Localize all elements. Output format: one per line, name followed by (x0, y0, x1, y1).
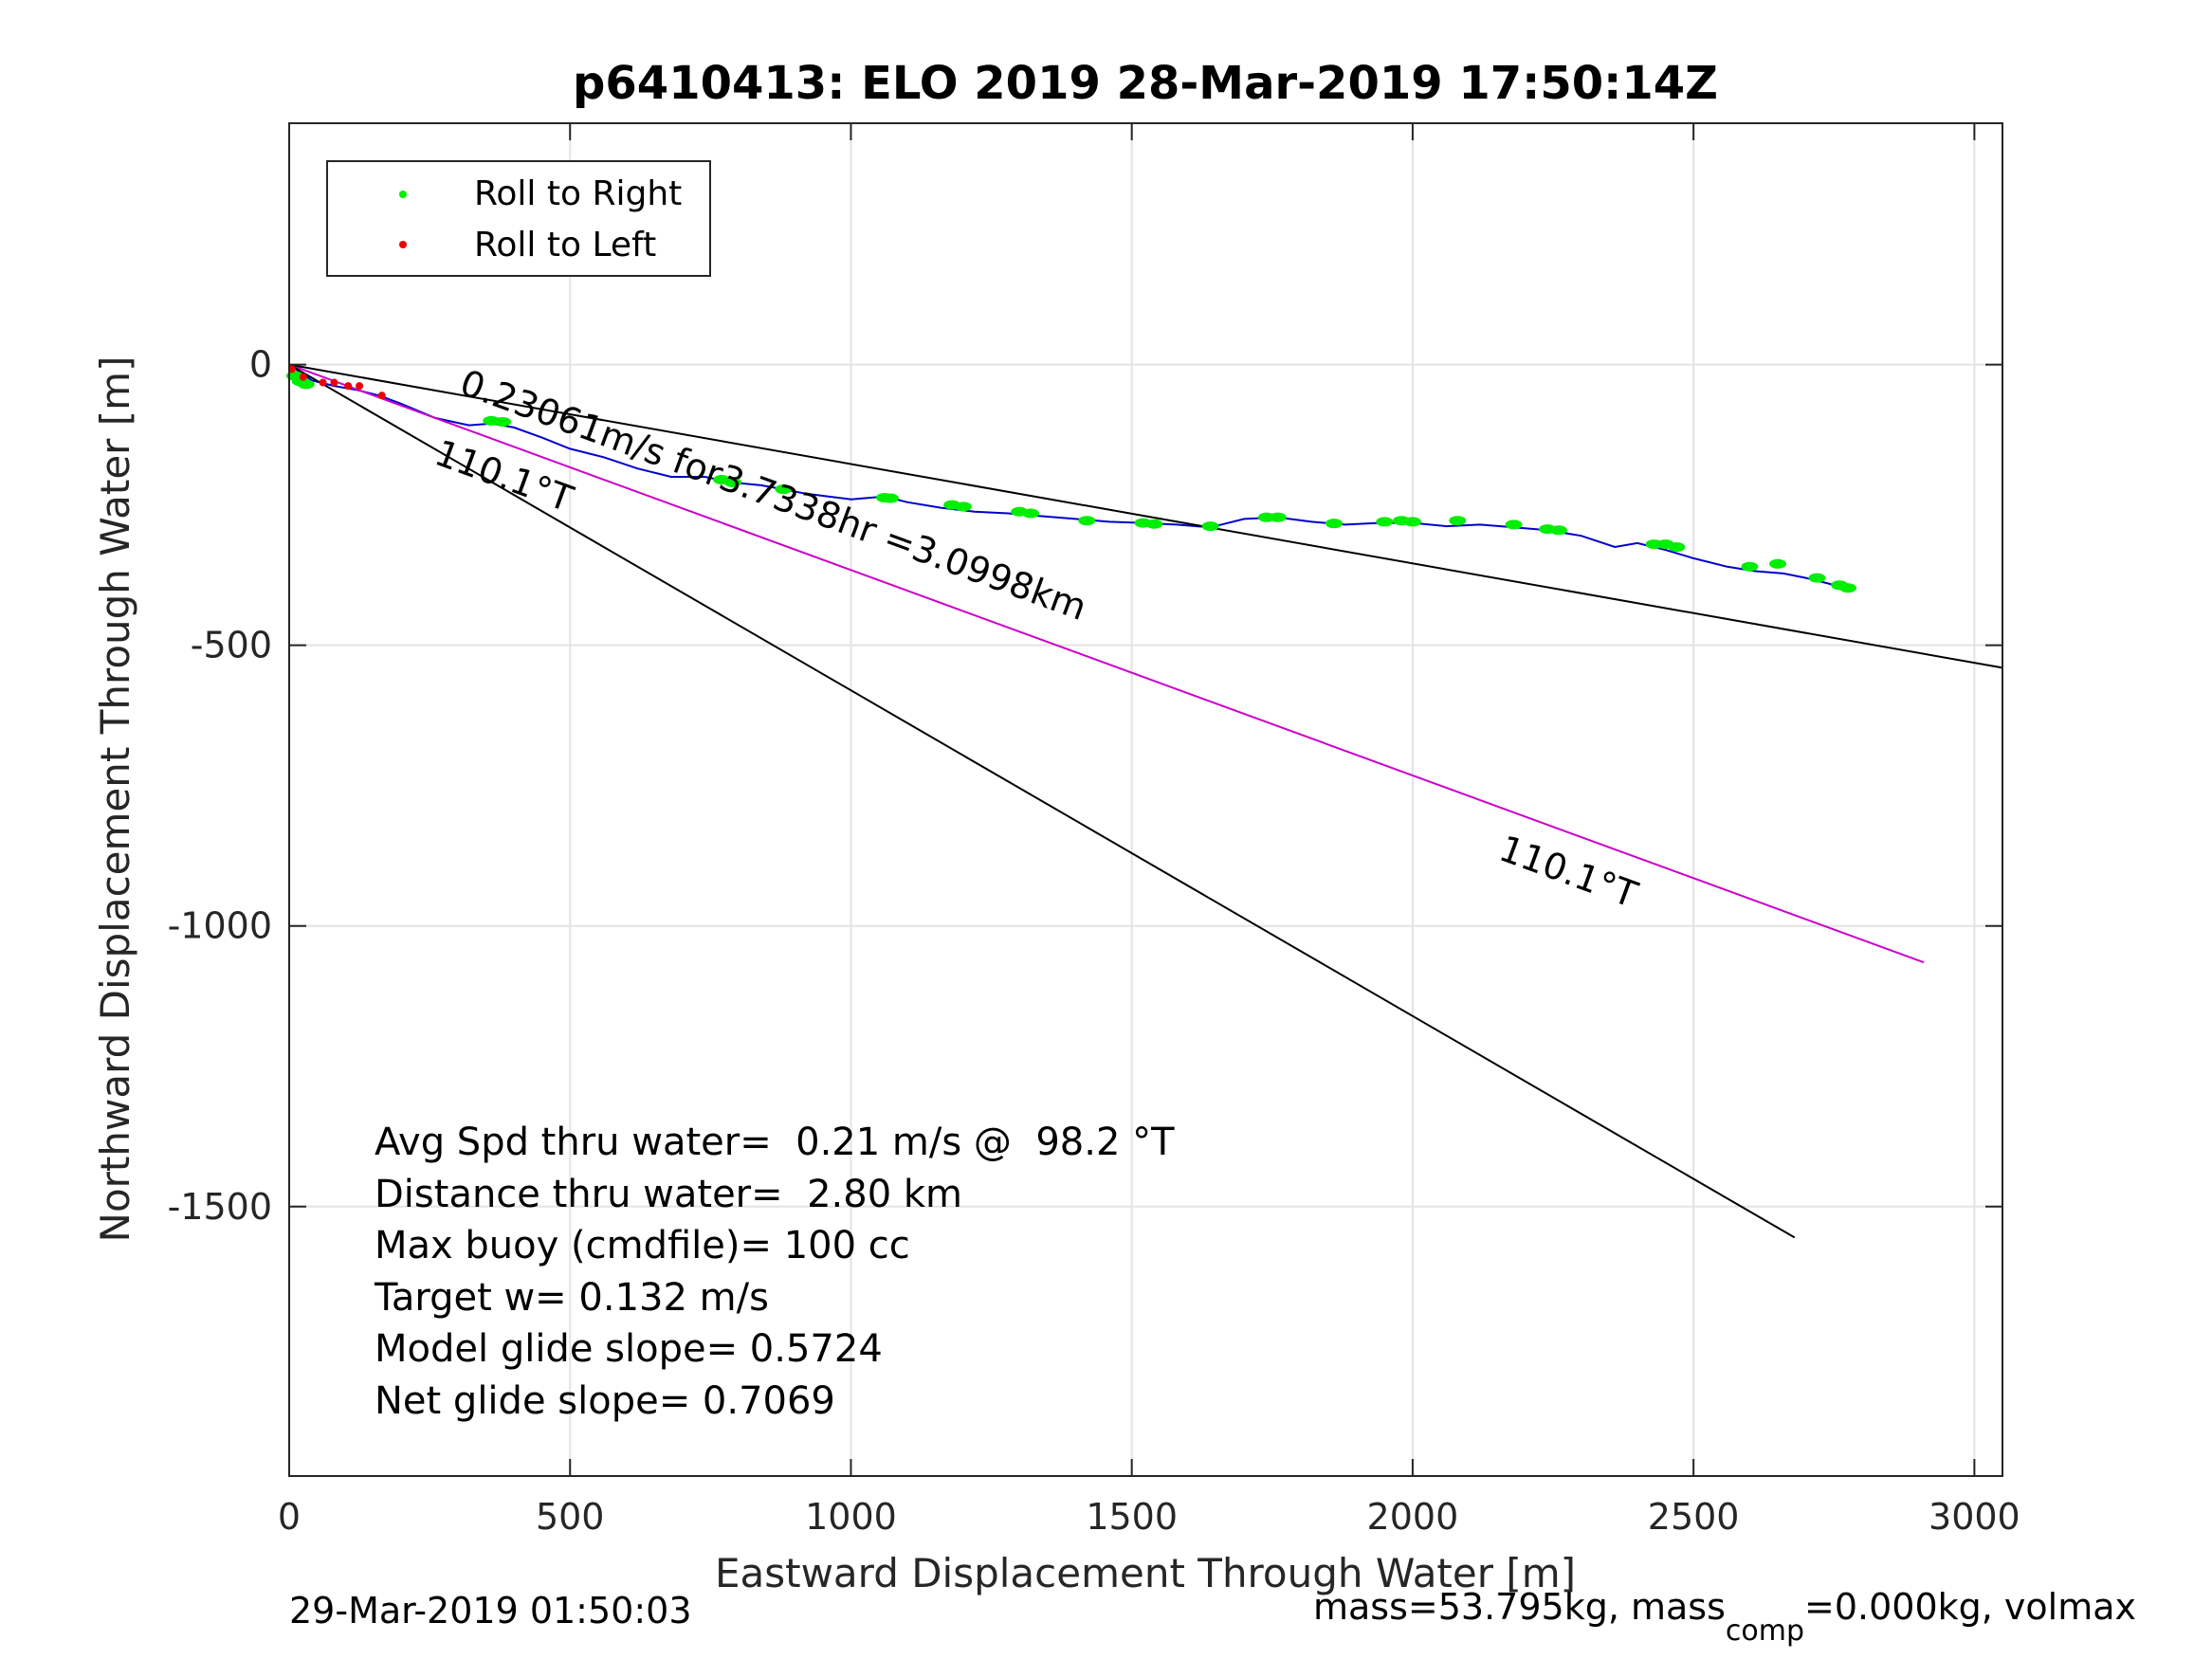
series-layer (288, 363, 2003, 1239)
x-tick-label: 0 (278, 1496, 301, 1538)
roll-left-point (319, 378, 327, 387)
y-tick-label: -500 (191, 625, 272, 666)
x-tick-label: 1000 (805, 1496, 897, 1538)
roll-right-point (1022, 508, 1040, 519)
x-tick-label: 3000 (1929, 1496, 2020, 1538)
footer-mass-sub: comp (1726, 1614, 1804, 1648)
roll-right-point (1078, 516, 1096, 526)
roll-right-point (775, 484, 793, 495)
roll-right-point (1201, 521, 1219, 532)
y-tick-label: -1500 (168, 1186, 272, 1228)
roll-left-point (377, 392, 386, 400)
stat-target-w: Target w= 0.132 m/s (374, 1276, 769, 1320)
footer-mass-part1: mass=53.795kg, mass (1313, 1586, 1726, 1628)
y-tick-label: -1000 (168, 905, 272, 947)
y-axis-label: Northward Displacement Through Water [m] (92, 356, 138, 1243)
roll-right-point (1145, 519, 1163, 529)
x-axis-label: Eastward Displacement Through Water [m] (715, 1550, 1576, 1596)
stat-distance: Distance thru water= 2.80 km (375, 1173, 962, 1216)
roll-right-point (1549, 525, 1567, 536)
y-tick-label: 0 (249, 344, 272, 386)
roll-right-point (1505, 520, 1523, 530)
roll-right-point (1376, 517, 1394, 527)
heading-line (288, 363, 1925, 964)
roll-right-point (494, 417, 512, 428)
x-tick-label: 2500 (1648, 1496, 1740, 1538)
legend-box (326, 160, 711, 277)
stats-block: Avg Spd thru water= 0.21 m/s @ 98.2 °T D… (374, 1121, 1175, 1423)
legend-marker-roll-left (399, 241, 407, 248)
roll-right-point (1403, 517, 1421, 527)
roll-right-point (1325, 519, 1343, 529)
roll-left-point (344, 382, 353, 391)
roll-right-point (1449, 516, 1467, 526)
roll-right-point (1839, 583, 1857, 593)
roll-right-point (1668, 542, 1686, 553)
grid-lines (288, 123, 2002, 1476)
legend-label-roll-right: Roll to Right (474, 174, 682, 213)
roll-left-point (299, 373, 307, 381)
stat-avg-speed: Avg Spd thru water= 0.21 m/s @ 98.2 °T (375, 1121, 1175, 1164)
roll-right-point (724, 477, 742, 487)
roll-right-point (954, 501, 972, 512)
plot-frame (288, 122, 2003, 1477)
stat-net-glide-slope: Net glide slope= 0.7069 (375, 1379, 835, 1423)
roll-right-point (1769, 558, 1787, 569)
roll-right-point (1808, 573, 1826, 583)
stat-model-glide-slope: Model glide slope= 0.5724 (375, 1327, 883, 1371)
chart-title: p6410413: ELO 2019 28-Mar-2019 17:50:14Z (573, 57, 1718, 110)
roll-right-point (881, 493, 899, 503)
legend-label-roll-left: Roll to Left (474, 226, 656, 264)
footer-timestamp: 29-Mar-2019 01:50:03 (289, 1590, 692, 1632)
roll-markers (285, 365, 1857, 593)
envelope-line-upper (288, 363, 2003, 669)
footer-mass-part2: =0.000kg, volmax (1804, 1586, 2136, 1628)
roll-right-point (1741, 561, 1759, 572)
x-tick-label: 2000 (1367, 1496, 1459, 1538)
legend: Roll to Right Roll to Left (326, 160, 711, 277)
roll-left-point (356, 382, 364, 391)
plot-background (289, 123, 2002, 1476)
x-tick-label: 1500 (1086, 1496, 1178, 1538)
x-tick-label: 500 (536, 1496, 605, 1538)
roll-right-point (297, 379, 315, 390)
roll-left-point (330, 378, 338, 387)
axis-ticks: 0 500 1000 1500 2000 2500 3000 0 -500 -1000 -1500 (168, 123, 2020, 1538)
stat-max-buoy: Max buoy (cmdfile)= 100 cc (375, 1224, 910, 1267)
footer-mass: mass=53.795kg, masscomp=0.000kg, volmax (1313, 1586, 2136, 1648)
envelope-line-lower (288, 363, 1796, 1239)
legend-marker-roll-right (399, 191, 407, 198)
roll-right-point (1269, 512, 1287, 522)
